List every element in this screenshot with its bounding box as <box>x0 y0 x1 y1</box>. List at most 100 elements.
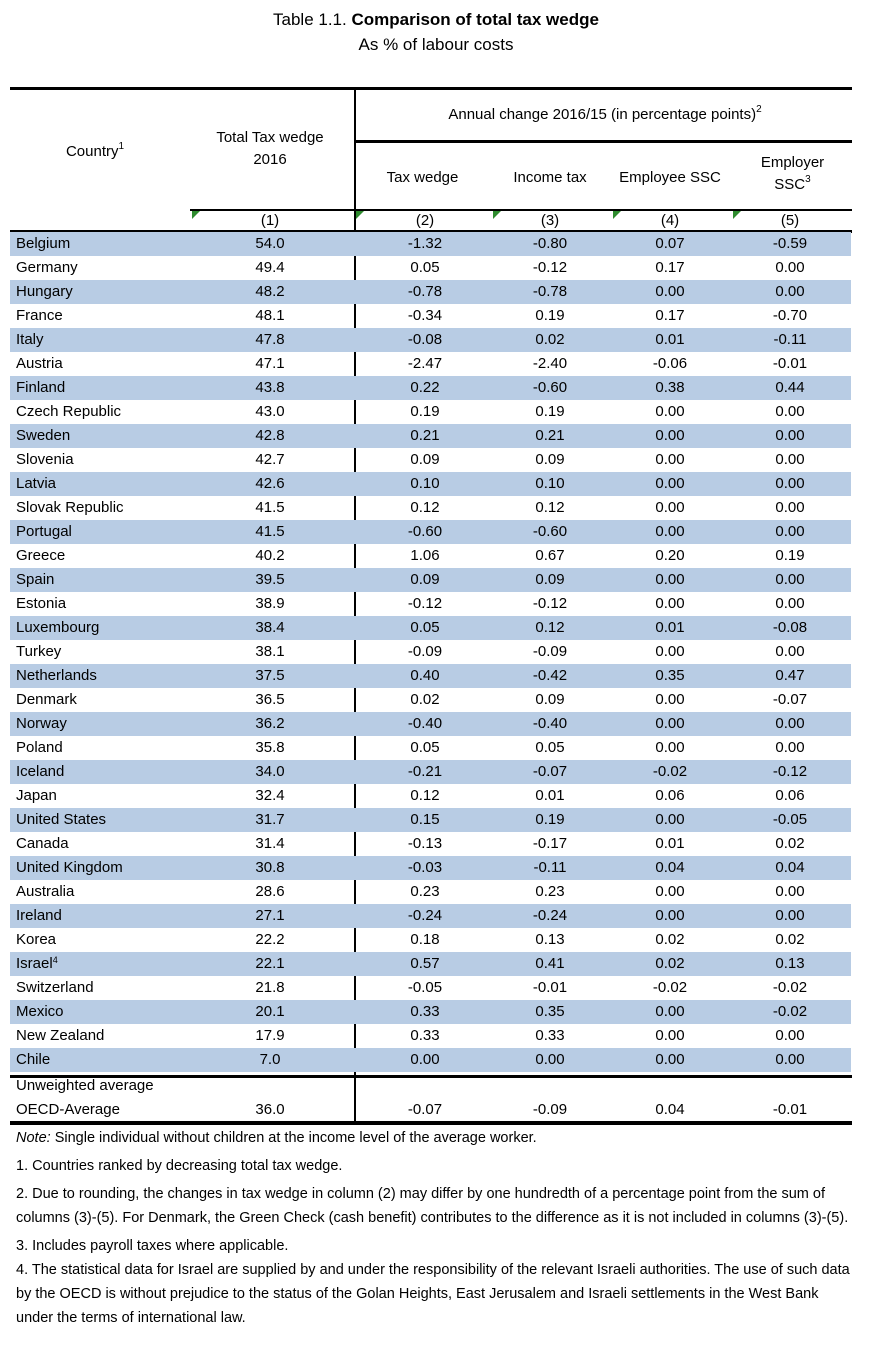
total-tax-wedge: 32.4 <box>255 787 285 804</box>
table-row: United Kingdom 30.8 -0.03 -0.11 0.04 0.04 <box>10 856 851 880</box>
total-tax-wedge: 27.1 <box>255 907 285 924</box>
employee-ssc-change: 0.17 <box>655 307 685 324</box>
table-title-text: Comparison of total tax wedge <box>351 10 599 29</box>
table-subtitle: As % of labour costs <box>358 35 514 54</box>
employee-ssc-change: 0.00 <box>655 883 685 900</box>
employee-ssc-change: 0.02 <box>655 931 685 948</box>
employee-ssc-change: 0.00 <box>655 451 685 468</box>
income-tax-change: 0.12 <box>535 619 565 636</box>
country-name: Slovenia <box>16 451 74 468</box>
tax-wedge-change: 0.12 <box>410 499 440 516</box>
income-tax-change: -0.24 <box>532 907 568 924</box>
income-tax-change: -0.09 <box>532 643 568 660</box>
note-general: Note: Single individual without children… <box>16 1130 537 1146</box>
table-row: Slovenia 42.7 0.09 0.09 0.00 0.00 <box>10 448 851 472</box>
income-tax-change: 0.09 <box>535 571 565 588</box>
employee-ssc-change: 0.00 <box>655 1051 685 1068</box>
country-name: Czech Republic <box>16 403 122 420</box>
table-row: Poland 35.8 0.05 0.05 0.00 0.00 <box>10 736 851 760</box>
employer-ssc-change: 0.00 <box>775 643 805 660</box>
income-tax-change: 0.01 <box>535 787 565 804</box>
comment-marker-icon <box>493 211 501 219</box>
col-number-2: (2) <box>415 212 435 229</box>
country-name: Norway <box>16 715 67 732</box>
employee-ssc-change: 0.00 <box>655 643 685 660</box>
total-tax-wedge: 31.4 <box>255 835 285 852</box>
footnote-3: 3. Includes payroll taxes where applicab… <box>16 1238 289 1254</box>
income-tax-change: -0.12 <box>532 259 568 276</box>
employee-ssc-change: 0.00 <box>655 571 685 588</box>
footnote-4: 4. The statistical data for Israel are s… <box>16 1262 850 1326</box>
employee-ssc-change: 0.07 <box>655 235 685 252</box>
total-tax-wedge: 36.2 <box>255 715 285 732</box>
total-tax-wedge: 43.0 <box>255 403 285 420</box>
income-tax-change: -2.40 <box>532 355 568 372</box>
employer-ssc-change: -0.08 <box>772 619 808 636</box>
employee-ssc-change: 0.00 <box>655 907 685 924</box>
table-row: Sweden 42.8 0.21 0.21 0.00 0.00 <box>10 424 851 448</box>
employee-ssc-change: -0.02 <box>652 979 688 996</box>
country-name: Denmark <box>16 691 77 708</box>
column-divider <box>354 88 356 1124</box>
country-name: United States <box>16 811 107 828</box>
employer-ssc-change: 0.19 <box>775 547 805 564</box>
table-row: Belgium 54.0 -1.32 -0.80 0.07 -0.59 <box>10 232 851 256</box>
footnote-ref: 3 <box>805 174 811 185</box>
table-row: Turkey 38.1 -0.09 -0.09 0.00 0.00 <box>10 640 851 664</box>
total-tax-wedge: 38.1 <box>255 643 285 660</box>
income-tax-change: 0.35 <box>535 1003 565 1020</box>
average-total: 36.0 <box>255 1101 285 1118</box>
header-employer-ssc: Employer SSC3 <box>760 154 825 193</box>
table-row: France 48.1 -0.34 0.19 0.17 -0.70 <box>10 304 851 328</box>
tax-wedge-change: -0.05 <box>407 979 443 996</box>
country-name: United Kingdom <box>16 859 123 876</box>
total-tax-wedge: 28.6 <box>255 883 285 900</box>
employer-ssc-change: -0.70 <box>772 307 808 324</box>
tax-wedge-change: -0.09 <box>407 643 443 660</box>
employer-ssc-change: 0.06 <box>775 787 805 804</box>
country-name: Turkey <box>16 643 62 660</box>
employee-ssc-change: 0.00 <box>655 1003 685 1020</box>
total-tax-wedge: 34.0 <box>255 763 285 780</box>
tax-wedge-change: -0.03 <box>407 859 443 876</box>
total-tax-wedge: 7.0 <box>259 1051 281 1068</box>
total-tax-wedge: 17.9 <box>255 1027 285 1044</box>
tax-wedge-change: 0.05 <box>410 619 440 636</box>
average-income-tax: -0.09 <box>532 1101 568 1118</box>
employee-ssc-change: 0.01 <box>655 619 685 636</box>
tax-wedge-change: 0.05 <box>410 259 440 276</box>
employee-ssc-change: 0.38 <box>655 379 685 396</box>
total-tax-wedge: 30.8 <box>255 859 285 876</box>
country-name: Slovak Republic <box>16 499 124 516</box>
employer-ssc-change: -0.02 <box>772 1003 808 1020</box>
employer-ssc-change: 0.02 <box>775 835 805 852</box>
table-row: Denmark 36.5 0.02 0.09 0.00 -0.07 <box>10 688 851 712</box>
tax-wedge-change: 0.40 <box>410 667 440 684</box>
income-tax-change: 0.33 <box>535 1027 565 1044</box>
footnote-ref: 4 <box>52 955 58 965</box>
header-employee-ssc: Employee SSC <box>619 169 721 186</box>
employee-ssc-change: -0.06 <box>652 355 688 372</box>
country-name: Hungary <box>16 283 73 300</box>
country-name: Luxembourg <box>16 619 100 636</box>
table-row: Israel4 22.1 0.57 0.41 0.02 0.13 <box>10 952 851 976</box>
country-name: Canada <box>16 835 69 852</box>
employer-ssc-change: -0.01 <box>772 355 808 372</box>
country-name: Estonia <box>16 595 67 612</box>
country-name: Spain <box>16 571 55 588</box>
employee-ssc-change: 0.00 <box>655 715 685 732</box>
top-rule <box>10 87 852 90</box>
col-number-5: (5) <box>780 212 800 229</box>
income-tax-change: 0.09 <box>535 691 565 708</box>
employer-ssc-change: -0.02 <box>772 979 808 996</box>
table-row: Canada 31.4 -0.13 -0.17 0.01 0.02 <box>10 832 851 856</box>
country-name: Sweden <box>16 427 71 444</box>
total-tax-wedge: 42.7 <box>255 451 285 468</box>
country-name: New Zealand <box>16 1027 105 1044</box>
income-tax-change: 0.00 <box>535 1051 565 1068</box>
table-row: Czech Republic 43.0 0.19 0.19 0.00 0.00 <box>10 400 851 424</box>
footnote-ref: 1 <box>118 141 125 152</box>
country-name: Greece <box>16 547 66 564</box>
income-tax-change: 0.10 <box>535 475 565 492</box>
total-tax-wedge: 43.8 <box>255 379 285 396</box>
